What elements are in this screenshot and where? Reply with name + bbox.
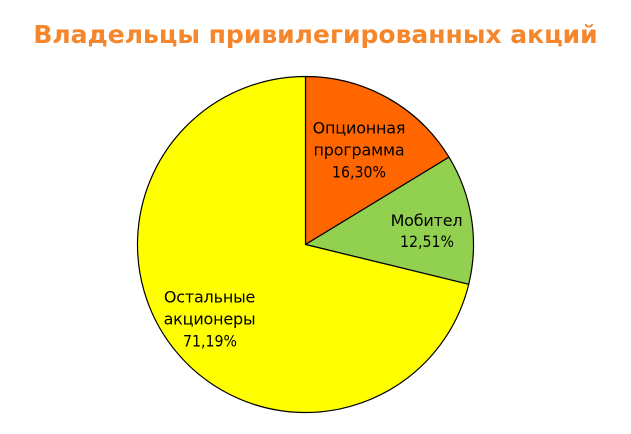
pie-slice-1 xyxy=(304,75,450,246)
slice-label-2: Мобител 12,51% xyxy=(391,210,463,254)
slice-name-line: программа xyxy=(313,140,405,160)
slice-value-2: 12,51% xyxy=(399,232,454,252)
slice-name-line: акционеры xyxy=(163,309,256,329)
slice-name-line: Опционная xyxy=(312,118,406,138)
slice-value-3: 71,19% xyxy=(182,331,237,351)
slice-label-1: Опционная программа 16,30% xyxy=(313,117,406,182)
slice-name-line: Остальные xyxy=(163,287,256,307)
pie-slice-2 xyxy=(304,156,475,285)
chart-title: Владельцы привилегированных акций xyxy=(33,20,598,49)
pie-slice-3 xyxy=(136,75,470,414)
slice-value-1: 16,30% xyxy=(331,161,386,181)
slice-name-line: Мобител xyxy=(390,210,463,230)
slice-label-3: Остальные акционеры 71,19% xyxy=(164,287,256,352)
